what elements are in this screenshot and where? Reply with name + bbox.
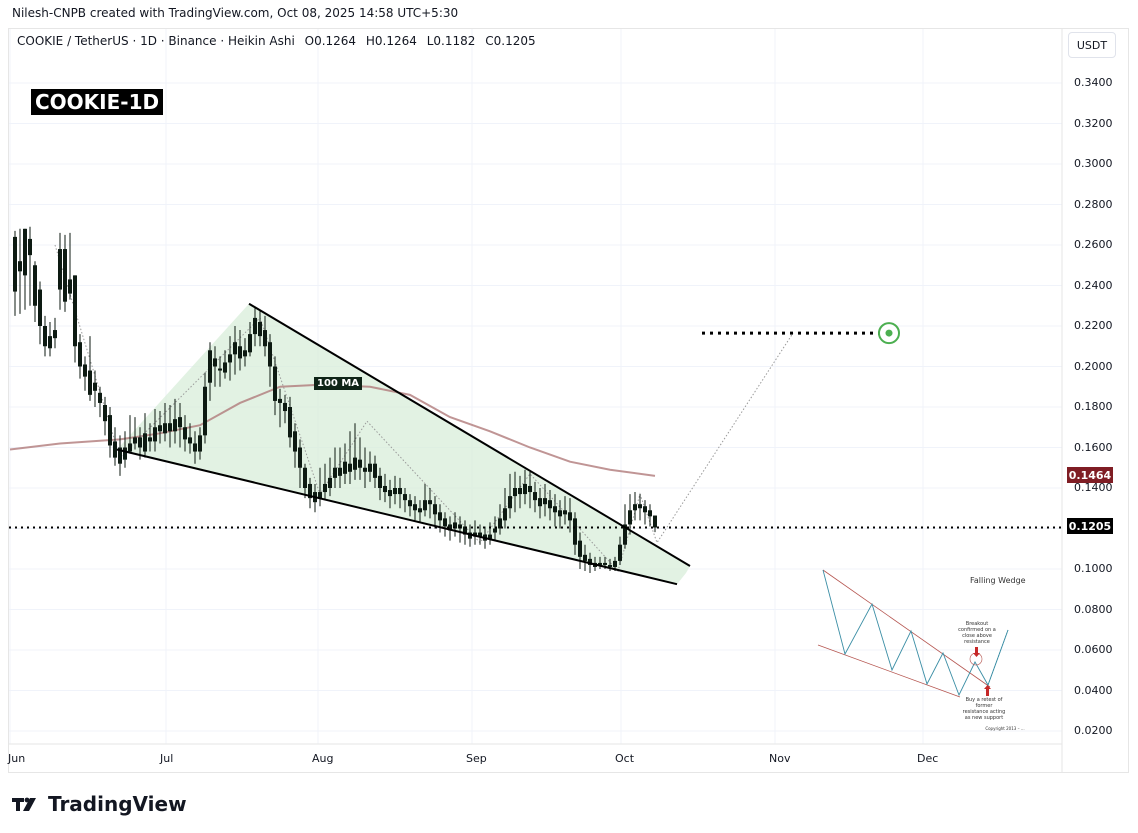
- price-tick: 0.1800: [1074, 400, 1113, 413]
- inset-retest-note: Buy a retest of former resistance acting…: [962, 697, 1006, 721]
- price-tick: 0.2800: [1074, 197, 1113, 211]
- symbol-legend: COOKIE / TetherUS · 1D · Binance · Heiki…: [17, 34, 542, 48]
- ohlc-open: O0.1264: [304, 34, 357, 48]
- chart-tag: COOKIE-1D: [31, 89, 164, 115]
- chart-frame: [8, 28, 1129, 773]
- price-tick: 0.2000: [1074, 359, 1113, 373]
- inset-copyright: Copyright 2013 – ...: [985, 726, 1025, 731]
- time-tick: Sep: [466, 752, 487, 765]
- symbol-title: COOKIE / TetherUS · 1D · Binance · Heiki…: [17, 34, 295, 48]
- price-tick: 0.0200: [1074, 724, 1113, 737]
- price-tick: 0.3200: [1074, 116, 1113, 130]
- price-tick: 0.0600: [1074, 643, 1113, 656]
- brand-name: TradingView: [48, 792, 187, 816]
- price-tick: 0.2400: [1074, 278, 1113, 292]
- inset-breakout-note: Breakout confirmed on a close above resi…: [958, 621, 996, 645]
- time-tick: Dec: [917, 752, 939, 765]
- currency-button[interactable]: USDT: [1068, 32, 1116, 58]
- falling-wedge-diagram: [817, 569, 1009, 698]
- tradingview-logo[interactable]: TradingView: [12, 792, 187, 816]
- time-tick: Aug: [312, 752, 334, 765]
- chart-credit: Nilesh-CNPB created with TradingView.com…: [12, 6, 459, 20]
- price-tick: 0.1600: [1074, 440, 1113, 454]
- price-tick: 0.2600: [1074, 238, 1113, 251]
- time-tick: Nov: [769, 752, 791, 765]
- ohlc-high: H0.1264: [365, 34, 417, 48]
- inset-title: Falling Wedge: [970, 576, 1026, 585]
- ma-label: 100 MA: [314, 377, 363, 390]
- time-tick: Oct: [615, 752, 635, 765]
- ohlc-low: L0.1182: [426, 34, 476, 48]
- price-tick: 0.3400: [1074, 76, 1113, 89]
- price-tick: 0.0400: [1074, 683, 1113, 697]
- price-tick: 0.3000: [1074, 157, 1113, 170]
- ma-price-badge: 0.1464: [1067, 467, 1113, 483]
- time-tick: Jun: [8, 752, 26, 765]
- last-price-badge: 0.1205: [1067, 518, 1113, 534]
- price-tick: 0.1400: [1074, 481, 1113, 494]
- price-tick: 0.2200: [1074, 319, 1113, 332]
- ohlc-close: C0.1205: [485, 34, 536, 48]
- price-tick: 0.0800: [1074, 602, 1113, 616]
- time-tick: Jul: [160, 752, 174, 765]
- tradingview-logo-icon: [12, 797, 36, 811]
- price-tick: 0.1000: [1074, 562, 1113, 575]
